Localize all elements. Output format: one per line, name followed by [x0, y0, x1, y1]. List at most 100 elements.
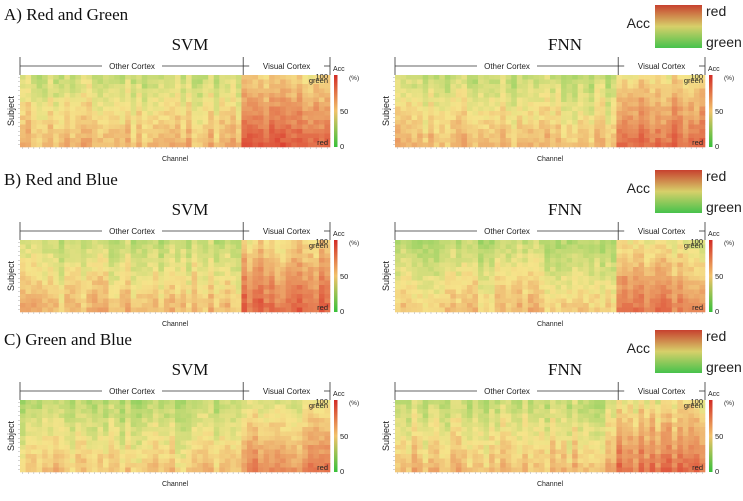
heatmap-cell [313, 120, 319, 125]
heatmap-cell [395, 125, 401, 130]
heatmap-cell [70, 120, 76, 125]
heatmap-cell [20, 138, 26, 143]
heatmap-cell [253, 89, 259, 94]
heatmap-cell [109, 263, 115, 268]
heatmap-cell [125, 459, 131, 464]
heatmap-cell [628, 129, 634, 134]
heatmap-cell [417, 245, 423, 250]
heatmap-cell [264, 249, 270, 254]
heatmap-cell [495, 263, 501, 268]
heatmap-cell [313, 441, 319, 446]
heatmap-cell [175, 281, 181, 286]
heatmap-cell [544, 285, 550, 290]
heatmap-cell [500, 93, 506, 98]
y-axis-label: Subject [6, 260, 16, 291]
heatmap-cell [683, 263, 689, 268]
heatmap-cell [611, 267, 617, 272]
heatmap-cell [666, 290, 672, 295]
heatmap-cell [297, 240, 303, 245]
heatmap-cell [605, 258, 611, 263]
heatmap-cell [136, 143, 142, 148]
heatmap-cell [550, 245, 556, 250]
heatmap-cell [214, 290, 220, 295]
heatmap-cell [59, 98, 65, 103]
heatmap-cell [203, 294, 209, 299]
heatmap-cell [219, 125, 225, 130]
heatmap-cell [81, 285, 87, 290]
heatmap-cell [164, 418, 170, 423]
heatmap-cell [688, 102, 694, 107]
heatmap-cell [439, 102, 445, 107]
heatmap-cell [302, 299, 308, 304]
heatmap-cell [26, 276, 32, 281]
heatmap-cell [98, 450, 104, 455]
heatmap-cell [324, 267, 330, 272]
heatmap-cell [456, 281, 462, 286]
heatmap-cell [461, 276, 467, 281]
heatmap-cell [600, 281, 606, 286]
heatmap-cell [186, 281, 192, 286]
heatmap-cell [125, 423, 131, 428]
heatmap-cell [86, 414, 92, 419]
heatmap-cell [666, 84, 672, 89]
heatmap-cell [169, 125, 175, 130]
heatmap-cell [506, 75, 512, 80]
heatmap-cell [214, 272, 220, 277]
heatmap-cell [567, 111, 573, 116]
heatmap-cell [302, 254, 308, 259]
heatmap-cell [203, 441, 209, 446]
heatmap-cell [556, 245, 562, 250]
heatmap-cell [92, 423, 98, 428]
heatmap-cell [672, 267, 678, 272]
heatmap-cell [511, 308, 517, 313]
heatmap-cell [247, 249, 253, 254]
heatmap-cell [495, 303, 501, 308]
heatmap-cell [395, 93, 401, 98]
heatmap-cell [308, 418, 314, 423]
heatmap-cell [181, 89, 187, 94]
heatmap-cell [589, 84, 595, 89]
heatmap-cell [672, 240, 678, 245]
heatmap-cell [70, 143, 76, 148]
heatmap-cell [147, 107, 153, 112]
heatmap-cell [600, 98, 606, 103]
heatmap-cell [42, 138, 48, 143]
heatmap-cell [578, 80, 584, 85]
heatmap-cell [578, 120, 584, 125]
heatmap-cell [37, 125, 43, 130]
heatmap-cell [114, 276, 120, 281]
heatmap-cell [136, 294, 142, 299]
heatmap-cell [131, 454, 137, 459]
heatmap-cell [401, 276, 407, 281]
heatmap-cell [48, 409, 54, 414]
heatmap-cell [203, 303, 209, 308]
heatmap-cell [528, 143, 534, 148]
heatmap-cell [48, 281, 54, 286]
heatmap-cell [120, 290, 126, 295]
heatmap-cell [517, 120, 523, 125]
heatmap-cell [136, 134, 142, 139]
heatmap-cell [578, 299, 584, 304]
heatmap-cell [622, 93, 628, 98]
heatmap-cell [164, 111, 170, 116]
heatmap-cell [142, 258, 148, 263]
heatmap-cell [280, 281, 286, 286]
heatmap-cell [511, 138, 517, 143]
heatmap-cell [225, 111, 231, 116]
heatmap-cell [280, 459, 286, 464]
heatmap-cell [395, 134, 401, 139]
heatmap-cell [672, 89, 678, 94]
heatmap-cell [639, 285, 645, 290]
heatmap-cell [186, 120, 192, 125]
heatmap-cell [280, 436, 286, 441]
heatmap-cell [247, 436, 253, 441]
heatmap-cell [241, 134, 247, 139]
heatmap-cell [572, 258, 578, 263]
heatmap-cell [583, 290, 589, 295]
heatmap-cell [275, 294, 281, 299]
heatmap-cell [528, 308, 534, 313]
heatmap-cell [522, 240, 528, 245]
heatmap-cell [264, 427, 270, 432]
heatmap-cell [489, 267, 495, 272]
heatmap-cell [59, 116, 65, 121]
